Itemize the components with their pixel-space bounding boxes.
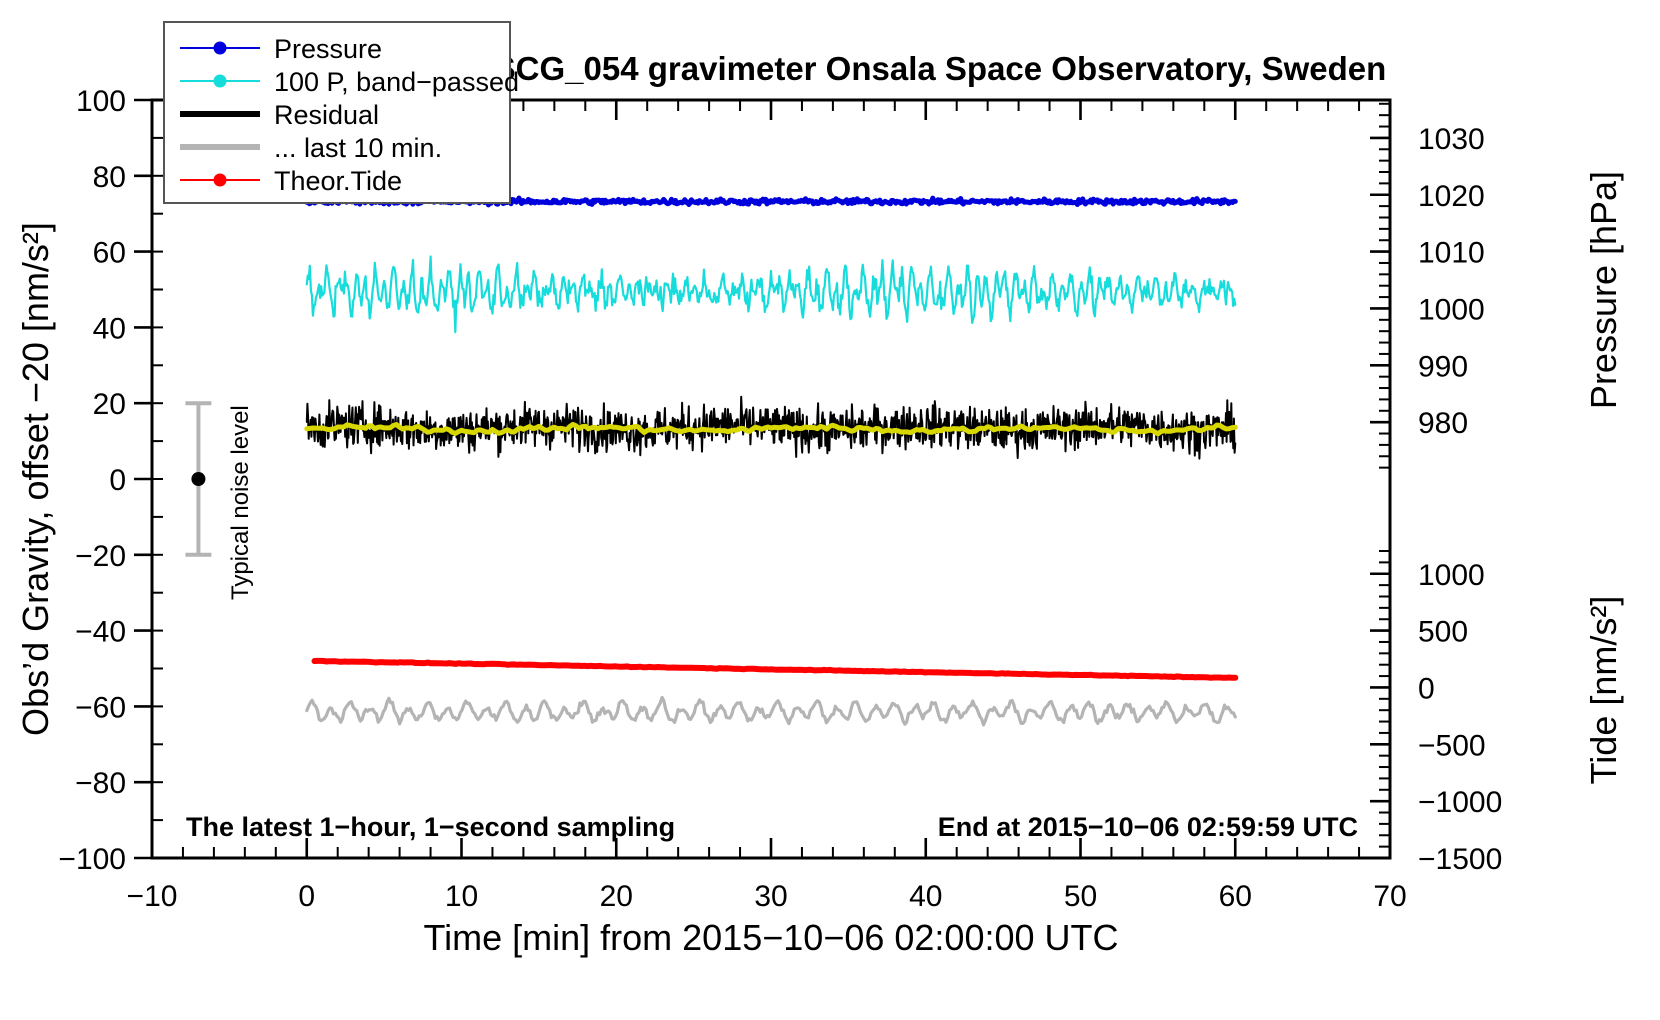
legend-label: Pressure <box>274 34 382 64</box>
y-tick-label: 20 <box>93 388 126 421</box>
legend-marker-dot <box>213 74 227 88</box>
y-tick-label: 40 <box>93 312 126 345</box>
tide-tick-label: −1000 <box>1418 786 1502 819</box>
pressure-tick-label: 1020 <box>1418 180 1485 213</box>
legend-label: 100 P, band−passed <box>274 67 519 97</box>
y-axis-title: Obs’d Gravity, offset −20 [nm/s²] <box>15 222 56 736</box>
tide-axis-ticks: −1500 −1000 −500 0 500 1000 <box>1370 550 1502 876</box>
footer-left-note: The latest 1−hour, 1−second sampling <box>186 812 675 842</box>
legend-item[interactable]: ... last 10 min. <box>180 133 442 163</box>
y-tick-label: −60 <box>75 691 126 724</box>
legend-marker-dot <box>213 173 227 187</box>
x-axis-ticks: −10 0 10 20 30 40 50 60 70 <box>127 100 1407 913</box>
x-tick-label: 50 <box>1064 880 1097 913</box>
x-tick-label: 10 <box>445 880 478 913</box>
trace-last-10-min <box>305 695 1237 727</box>
pressure-axis-ticks: 980 990 1000 1010 1020 1030 <box>1370 102 1485 469</box>
y-tick-label: 100 <box>76 85 126 118</box>
legend-label: Residual <box>274 100 379 130</box>
y-tick-label: 60 <box>93 237 126 270</box>
legend-label: Theor.Tide <box>274 166 402 196</box>
pressure-tick-label: 1010 <box>1418 237 1485 270</box>
legend-item[interactable]: Residual <box>180 100 379 130</box>
tide-tick-label: 0 <box>1418 672 1435 705</box>
tide-tick-label: −500 <box>1418 729 1486 762</box>
y-tick-label: −20 <box>75 540 126 573</box>
footer-right-note: End at 2015−10−06 02:59:59 UTC <box>938 812 1358 842</box>
y-axis-ticks: −100 −80 −60 −40 −20 0 20 40 60 80 100 <box>58 85 163 876</box>
legend-item[interactable]: 100 P, band−passed <box>180 67 519 97</box>
pressure-tick-label: 990 <box>1418 350 1468 383</box>
pressure-tick-label: 1000 <box>1418 293 1485 326</box>
tide-tick-label: 1000 <box>1418 559 1485 592</box>
x-tick-label: 40 <box>909 880 942 913</box>
tide-tick-label: −1500 <box>1418 843 1502 876</box>
noise-level-label: Typical noise level <box>227 405 254 600</box>
y-tick-label: −40 <box>75 616 126 649</box>
chart-title: SCG_054 gravimeter Onsala Space Observat… <box>494 50 1387 87</box>
x-tick-label: 70 <box>1373 880 1406 913</box>
y-tick-label: 0 <box>109 464 126 497</box>
legend-label: ... last 10 min. <box>274 133 442 163</box>
trace-theor-tide <box>311 657 1239 681</box>
legend-item[interactable]: Theor.Tide <box>180 166 402 196</box>
x-tick-label: 0 <box>298 880 315 913</box>
tide-axis-title: Tide [nm/s²] <box>1583 596 1624 785</box>
x-tick-label: 20 <box>600 880 633 913</box>
pressure-tick-label: 1030 <box>1418 123 1485 156</box>
x-axis-title: Time [min] from 2015−10−06 02:00:00 UTC <box>423 917 1118 958</box>
y-tick-label: −100 <box>58 843 126 876</box>
legend-marker-dot <box>213 41 227 55</box>
x-tick-label: 30 <box>754 880 787 913</box>
typical-noise-level-annotation <box>185 401 212 557</box>
legend-item[interactable]: Pressure <box>180 34 382 64</box>
noise-bar-center-dot <box>191 472 206 486</box>
y-tick-label: −80 <box>75 767 126 800</box>
x-tick-label: −10 <box>127 880 178 913</box>
y-tick-label: 80 <box>93 161 126 194</box>
x-tick-label: 60 <box>1219 880 1252 913</box>
pressure-tick-label: 980 <box>1418 407 1468 440</box>
pressure-axis-title: Pressure [hPa] <box>1583 171 1624 409</box>
trace-residual-smoothed <box>304 421 1238 437</box>
tide-tick-label: 500 <box>1418 616 1468 649</box>
trace-100-p-band-passed <box>305 255 1237 334</box>
